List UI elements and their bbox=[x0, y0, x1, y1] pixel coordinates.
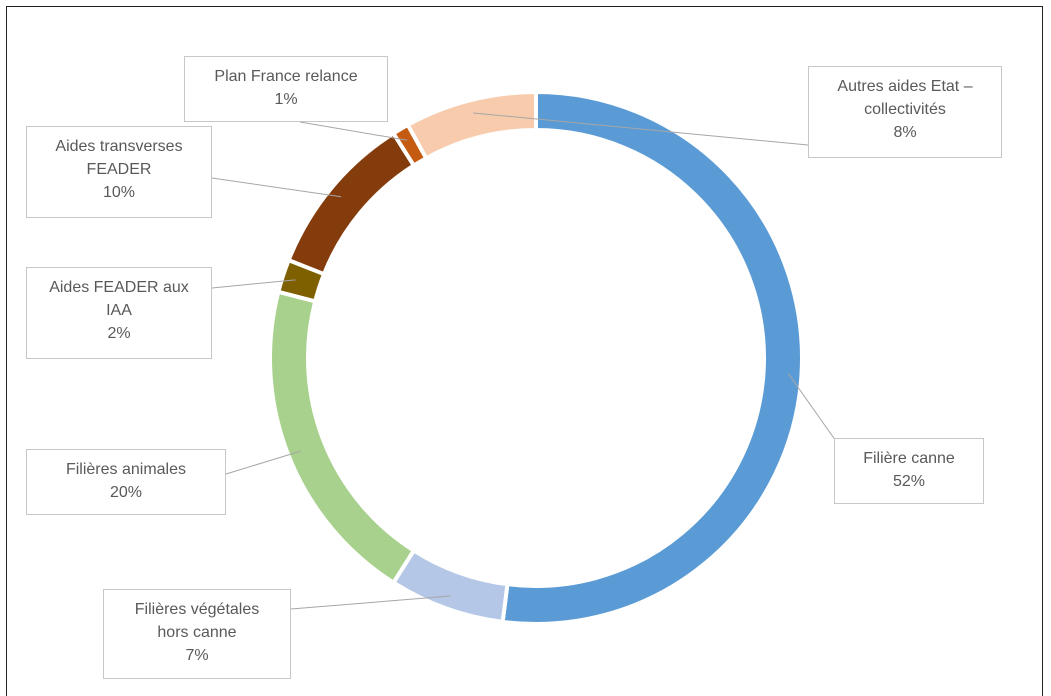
data-label-filiere-canne: Filière canne 52% bbox=[834, 438, 984, 504]
leader-filiere-canne bbox=[788, 373, 844, 452]
leader-autres-aides-etat-collectivites bbox=[473, 112, 809, 146]
leader-aides-feader-aux-iaa bbox=[211, 279, 296, 289]
data-label-line: 8% bbox=[893, 124, 917, 141]
leader-aides-transverses-feader bbox=[211, 177, 342, 198]
data-label-aides-transverses-feader: Aides transverses FEADER 10% bbox=[26, 126, 212, 218]
data-label-line: FEADER bbox=[86, 161, 152, 178]
data-label-aides-feader-aux-iaa: Aides FEADER aux IAA 2% bbox=[26, 267, 212, 359]
data-label-line: 20% bbox=[109, 484, 143, 501]
data-label-line: Filières animales bbox=[65, 461, 187, 478]
slice-filiere-canne bbox=[500, 89, 804, 626]
data-label-line: Filière canne bbox=[863, 450, 955, 467]
data-label-line: Plan France relance bbox=[214, 68, 358, 85]
data-label-line: 52% bbox=[892, 473, 926, 490]
data-label-line: 2% bbox=[107, 325, 131, 342]
data-label-line: 1% bbox=[274, 91, 298, 108]
slice-autres-aides-etat-collectivites bbox=[405, 89, 538, 161]
data-label-line: 7% bbox=[185, 647, 209, 664]
slice-aides-transverses-feader bbox=[286, 130, 417, 277]
data-label-line: Autres aides Etat – bbox=[837, 78, 973, 95]
data-label-line: hors canne bbox=[157, 624, 237, 641]
leader-filieres-animales bbox=[225, 450, 301, 475]
leader-plan-france-relance bbox=[299, 121, 408, 141]
data-label-line: 10% bbox=[102, 184, 136, 201]
slice-filieres-animales bbox=[268, 289, 417, 586]
data-label-line: collectivités bbox=[864, 101, 946, 118]
slice-filieres-vegetales-hors-canne bbox=[390, 547, 510, 625]
leader-filieres-vegetales-hors-canne bbox=[290, 595, 451, 610]
data-label-filieres-animales: Filières animales 20% bbox=[26, 449, 226, 515]
data-label-line: IAA bbox=[106, 302, 132, 319]
data-label-line: Filières végétales bbox=[134, 601, 260, 618]
data-label-line: Aides FEADER aux bbox=[49, 279, 189, 296]
data-label-autres-aides-etat-collectivites: Autres aides Etat – collectivités 8% bbox=[808, 66, 1002, 158]
data-label-line: Aides transverses bbox=[55, 138, 183, 155]
data-label-filieres-vegetales-hors-canne: Filières végétales hors canne 7% bbox=[103, 589, 291, 679]
chart-frame bbox=[6, 6, 1043, 696]
data-label-plan-france-relance: Plan France relance 1% bbox=[184, 56, 388, 122]
